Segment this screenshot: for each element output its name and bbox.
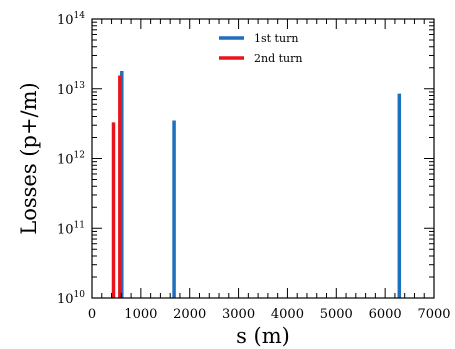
x-tick-label: 5000 [320, 307, 353, 322]
x-tick-label: 4000 [271, 307, 304, 322]
x-tick-label: 0 [88, 307, 96, 322]
y-axis-label: Losses (p+/m) [17, 82, 41, 234]
y-tick-label: 1011 [57, 220, 85, 237]
legend-label: 2nd turn [254, 52, 302, 65]
legend: 1st turn 2nd turn [219, 32, 302, 65]
y-tick-label: 1012 [57, 151, 85, 168]
x-tick-labels: 0 1000 2000 3000 4000 5000 6000 7000 [88, 307, 451, 322]
x-tick-label: 1000 [124, 307, 157, 322]
axis-ticks [91, 18, 435, 299]
y-tick-labels: 1010 1011 1012 1013 1014 [57, 11, 85, 307]
legend-label: 1st turn [254, 32, 298, 45]
y-tick-label: 1013 [57, 81, 85, 98]
x-axis-label: s (m) [236, 324, 290, 348]
y-tick-label: 1014 [57, 11, 85, 28]
x-tick-label: 6000 [369, 307, 402, 322]
x-tick-label: 2000 [173, 307, 206, 322]
x-tick-label: 7000 [417, 307, 450, 322]
y-tick-label: 1010 [57, 290, 85, 307]
data-marks [111, 70, 402, 298]
x-tick-label: 3000 [222, 307, 255, 322]
